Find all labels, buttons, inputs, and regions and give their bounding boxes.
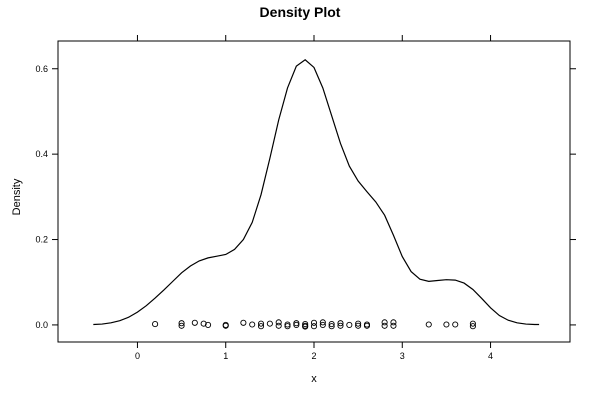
rug-point [355, 322, 362, 329]
rug-point [178, 320, 185, 327]
y-tick-label: 0.0 [35, 320, 48, 330]
density-line [93, 59, 540, 326]
x-tick-label: 3 [400, 351, 405, 361]
rug-point [275, 319, 282, 326]
y-tick-label: 0.6 [35, 64, 48, 74]
rug-point [363, 322, 371, 329]
rug-point [310, 323, 318, 330]
rug-points [152, 319, 476, 330]
rug-point [452, 321, 459, 328]
rug-point [310, 319, 318, 326]
rug-point [346, 321, 353, 328]
rug-point [328, 323, 335, 330]
rug-point [381, 319, 388, 326]
rug-point [302, 323, 309, 330]
x-tick-label: 2 [311, 351, 316, 361]
rug-point [328, 321, 335, 328]
rug-point [205, 321, 212, 328]
rug-point [191, 319, 198, 326]
rug-point [443, 321, 450, 328]
rug-point [152, 321, 159, 328]
rug-point [266, 320, 273, 327]
chart-title: Density Plot [260, 4, 341, 20]
rug-point [355, 320, 362, 327]
plot-frame [57, 40, 571, 343]
x-tick-label: 4 [488, 351, 493, 361]
x-tick-label: 0 [135, 351, 140, 361]
rug-point [275, 322, 282, 329]
y-tick-label: 0.2 [35, 235, 48, 245]
rug-point [293, 320, 300, 327]
rug-point [200, 320, 207, 327]
rug-point [257, 320, 265, 327]
x-axis-label: x [311, 373, 317, 385]
rug-point [381, 322, 388, 329]
rug-point [284, 321, 291, 328]
rug-point [469, 323, 476, 330]
rug-point [178, 322, 185, 329]
axis-ticks [52, 35, 576, 348]
rug-point [222, 322, 229, 329]
rug-point [319, 321, 326, 328]
rug-point [302, 321, 309, 328]
rug-point [284, 323, 291, 330]
rug-point [390, 322, 397, 329]
rug-point [425, 321, 432, 328]
y-tick-label: 0.4 [35, 149, 48, 159]
x-tick-label: 1 [223, 351, 228, 361]
axis-tick-labels: 0 1 2 3 4 0.0 0.2 0.4 0.6 [35, 64, 493, 361]
rug-point [337, 320, 344, 327]
y-axis-label: Density [11, 178, 23, 215]
rug-point [469, 320, 476, 327]
rug-point [337, 322, 344, 329]
rug-point [249, 321, 256, 328]
rug-point [240, 319, 247, 326]
rug-point [319, 319, 326, 326]
rug-point [257, 323, 265, 330]
rug-point [293, 321, 300, 328]
rug-point [390, 319, 397, 326]
